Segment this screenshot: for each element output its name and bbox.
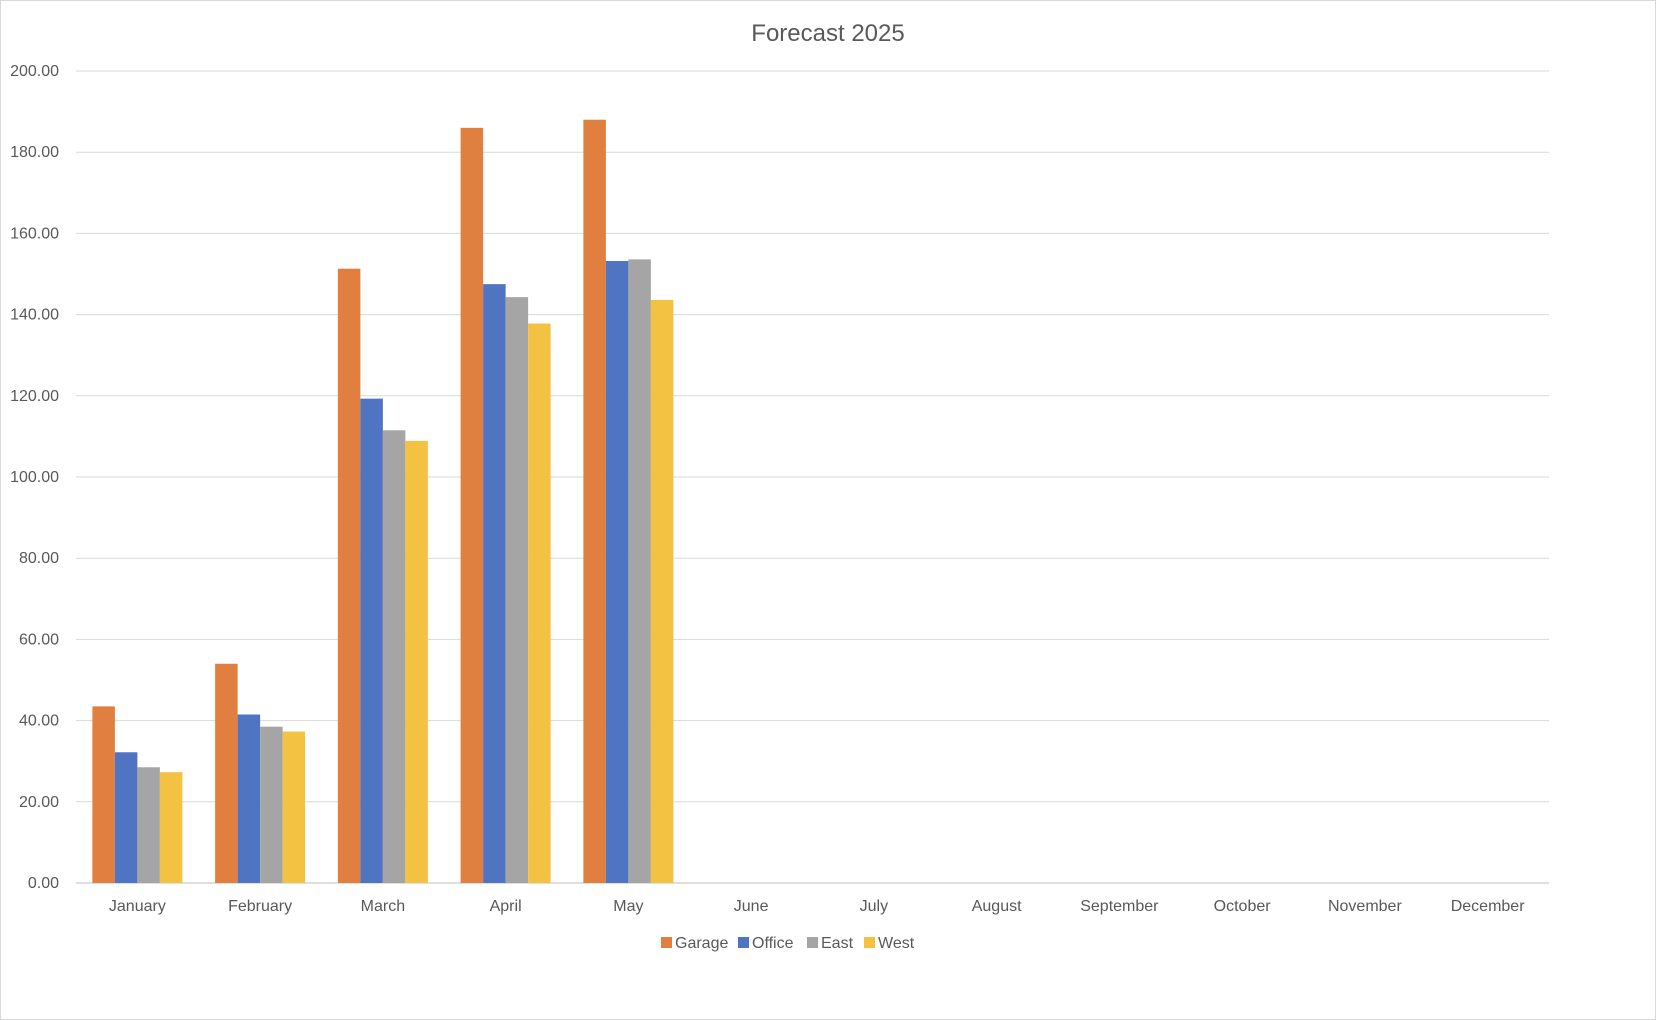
x-tick-label: December	[1451, 898, 1525, 915]
legend: Garage Office East West	[661, 935, 915, 952]
legend-label-west: West	[878, 935, 915, 952]
bar-office-may	[605, 261, 629, 883]
y-tick-label: 200.00	[10, 63, 59, 80]
bar-office-january	[114, 752, 138, 883]
legend-swatch-office	[738, 937, 749, 948]
legend-label-office: Office	[752, 935, 794, 952]
bars	[92, 119, 674, 884]
x-tick-label: May	[613, 898, 643, 915]
legend-swatch-garage	[661, 937, 672, 948]
bar-office-february	[237, 714, 261, 883]
bar-east-may	[628, 259, 651, 883]
x-tick-label: November	[1328, 898, 1402, 915]
bar-east-january	[137, 767, 160, 883]
bar-office-march	[360, 398, 383, 883]
legend-swatch-west	[864, 937, 875, 948]
chart-title: Forecast 2025	[751, 20, 904, 47]
y-tick-label: 80.00	[19, 550, 59, 567]
bar-west-march	[405, 440, 428, 883]
y-tick-label: 160.00	[10, 225, 59, 242]
grid-lines	[76, 70, 1549, 884]
bar-west-january	[159, 772, 183, 883]
y-tick-label: 40.00	[19, 713, 59, 730]
y-tick-label: 120.00	[10, 388, 59, 405]
bar-east-april	[505, 297, 529, 884]
bar-office-april	[483, 284, 506, 883]
bar-garage-may	[583, 119, 606, 884]
x-tick-label: February	[228, 898, 292, 915]
bar-west-february	[282, 731, 306, 883]
x-tick-label: August	[972, 898, 1022, 915]
legend-swatch-east	[807, 937, 818, 948]
bar-east-february	[260, 726, 283, 883]
x-tick-label: March	[361, 898, 405, 915]
y-tick-label: 100.00	[10, 469, 59, 486]
bar-garage-march	[337, 268, 361, 883]
x-tick-label: April	[490, 898, 522, 915]
x-tick-label: June	[734, 898, 769, 915]
y-tick-label: 20.00	[19, 794, 59, 811]
y-axis-tick-labels: 0.00 20.00 40.00 60.00 80.00 100.00 120.00 140.…	[10, 63, 59, 892]
x-axis-tick-labels: January February March April May June July Augu…	[109, 898, 1525, 915]
y-tick-label: 180.00	[10, 144, 59, 161]
bar-west-may	[650, 299, 674, 883]
y-tick-label: 60.00	[19, 631, 59, 648]
y-tick-label: 0.00	[28, 875, 59, 892]
x-tick-label: October	[1214, 898, 1272, 915]
legend-label-garage: Garage	[675, 935, 728, 952]
bar-garage-january	[92, 706, 115, 883]
bar-garage-february	[215, 663, 238, 883]
bar-garage-april	[460, 127, 484, 884]
x-tick-label: January	[109, 898, 166, 915]
bar-east-march	[382, 430, 406, 883]
y-tick-label: 140.00	[10, 307, 59, 324]
x-tick-label: September	[1080, 898, 1159, 915]
x-tick-label: July	[860, 898, 888, 915]
legend-label-east: East	[821, 935, 854, 952]
bar-west-april	[528, 323, 551, 884]
